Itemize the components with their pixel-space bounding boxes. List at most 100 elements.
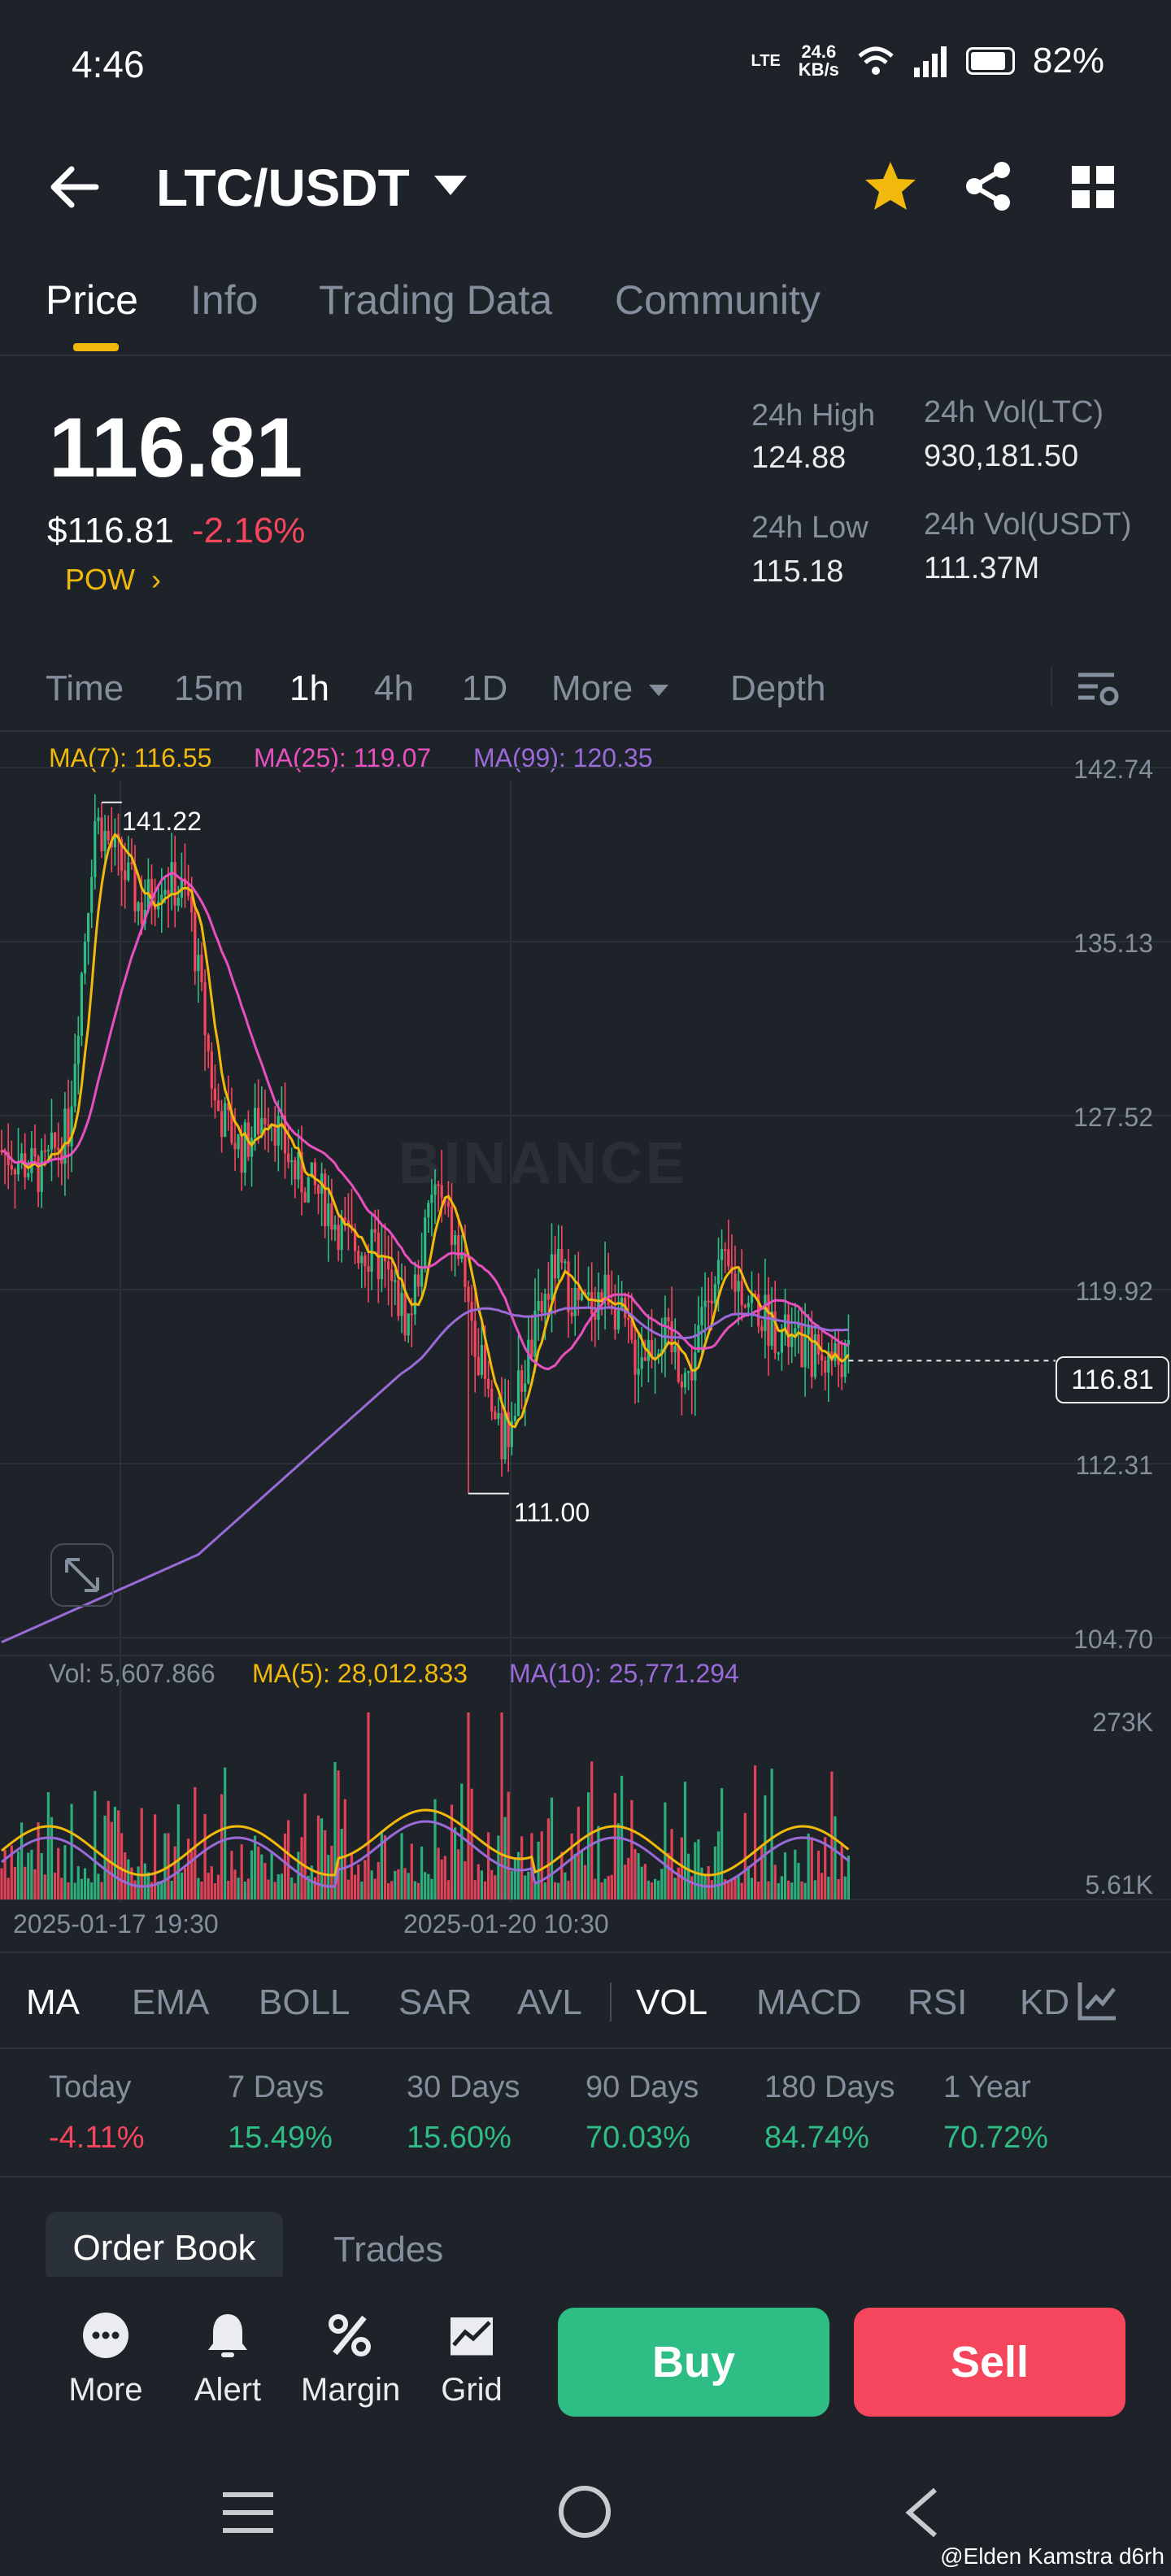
candle-body xyxy=(150,879,154,906)
candle-body xyxy=(37,1156,40,1193)
candle-body xyxy=(30,1148,33,1173)
chart-settings-icon[interactable] xyxy=(1073,664,1122,712)
tab-community[interactable]: Community xyxy=(615,277,821,323)
indicator-settings-icon[interactable] xyxy=(1073,1976,1122,2025)
grid-button[interactable]: Grid xyxy=(423,2309,520,2408)
volume-bar xyxy=(320,1818,324,1899)
tab-trades[interactable]: Trades xyxy=(333,2230,444,2269)
pair-dropdown-icon[interactable] xyxy=(434,176,467,195)
volume-bar xyxy=(780,1876,783,1899)
alert-button[interactable]: Alert xyxy=(179,2309,276,2408)
home-icon[interactable] xyxy=(556,2483,613,2540)
candle-body xyxy=(33,1148,37,1157)
candle-body xyxy=(54,1132,57,1148)
tab-trading-data[interactable]: Trading Data xyxy=(319,277,553,323)
tab-info[interactable]: Info xyxy=(190,277,259,323)
perf-value: 70.72% xyxy=(943,2121,1048,2155)
volume-bar xyxy=(530,1833,533,1899)
candle-body xyxy=(370,1229,373,1273)
volume-bar xyxy=(140,1808,143,1899)
volume-bar xyxy=(360,1881,363,1899)
volume-bar xyxy=(847,1856,850,1899)
pow-tag[interactable]: POW › xyxy=(65,563,162,596)
candle-body xyxy=(80,973,83,1036)
candle-body xyxy=(473,1321,477,1357)
interval-depth[interactable]: Depth xyxy=(730,668,826,708)
perf-label: 180 Days xyxy=(764,2070,895,2104)
favorite-star-icon[interactable] xyxy=(862,158,919,215)
volume-bar xyxy=(210,1866,213,1899)
candle-body xyxy=(821,1354,824,1361)
candle-body xyxy=(83,942,87,974)
interval-1h[interactable]: 1h xyxy=(289,668,329,708)
layout-grid-icon[interactable] xyxy=(1070,164,1116,210)
candle-body xyxy=(237,1134,240,1150)
candle-body xyxy=(537,1300,540,1311)
volume-bar xyxy=(837,1878,840,1899)
menu-icon[interactable] xyxy=(220,2488,276,2537)
more-label: More xyxy=(68,2372,143,2408)
indicator-sar[interactable]: SAR xyxy=(398,1982,472,2022)
tab-price[interactable]: Price xyxy=(46,277,138,323)
candle-body xyxy=(303,1192,307,1203)
candle-body xyxy=(7,1151,10,1165)
back-icon[interactable] xyxy=(901,2485,942,2540)
pair-title[interactable]: LTC/USDT xyxy=(156,159,410,217)
indicator-vol[interactable]: VOL xyxy=(636,1982,708,2022)
header: LTC/USDT xyxy=(0,146,1171,228)
interval-4h[interactable]: 4h xyxy=(374,668,414,708)
volume-bar xyxy=(673,1878,677,1899)
clock: 4:46 xyxy=(72,43,145,85)
candle-body xyxy=(327,1203,330,1227)
expand-chart-button[interactable] xyxy=(50,1543,114,1607)
volume-bar xyxy=(467,1712,470,1899)
indicator-rsi[interactable]: RSI xyxy=(908,1982,968,2022)
share-icon[interactable] xyxy=(960,158,1016,215)
perf-value: 84.74% xyxy=(764,2121,869,2155)
volume-bar xyxy=(490,1869,494,1899)
candle-body xyxy=(560,1249,564,1263)
interval-15m[interactable]: 15m xyxy=(174,668,244,708)
volume-bar xyxy=(594,1878,597,1899)
margin-label: Margin xyxy=(301,2372,401,2408)
volume-bar xyxy=(607,1876,610,1899)
more-button[interactable]: More xyxy=(57,2309,155,2408)
interval-more[interactable]: More xyxy=(551,668,633,708)
candle-body xyxy=(330,1203,333,1230)
volume-bar xyxy=(90,1882,94,1899)
volume-bar xyxy=(46,1792,50,1899)
volume-bar xyxy=(654,1878,657,1899)
buy-button[interactable]: Buy xyxy=(558,2308,829,2417)
volume-bar xyxy=(380,1830,383,1899)
interval-time[interactable]: Time xyxy=(46,668,124,708)
candle-body xyxy=(480,1345,483,1375)
candle-body xyxy=(503,1412,507,1460)
candle-body xyxy=(590,1291,594,1315)
back-arrow-icon[interactable] xyxy=(47,163,104,211)
volume-bar xyxy=(716,1831,720,1899)
indicator-boll[interactable]: BOLL xyxy=(259,1982,350,2022)
indicator-ma[interactable]: MA xyxy=(26,1982,80,2022)
y-axis-label: 135.13 xyxy=(1073,929,1153,958)
interval-1d[interactable]: 1D xyxy=(462,668,508,708)
volume-bar xyxy=(30,1849,33,1899)
candle-body xyxy=(224,1103,227,1138)
volume-bar xyxy=(570,1833,573,1899)
indicator-ema[interactable]: EMA xyxy=(132,1982,210,2022)
candle-body xyxy=(827,1351,830,1373)
credit-watermark: @Elden Kamstra d6rh xyxy=(940,2543,1164,2569)
margin-button[interactable]: Margin xyxy=(301,2309,401,2408)
candle-body xyxy=(373,1229,377,1234)
candle-body xyxy=(213,1088,216,1101)
sell-button[interactable]: Sell xyxy=(854,2308,1125,2417)
indicator-kd[interactable]: KD xyxy=(1020,1982,1070,2022)
price-chart[interactable] xyxy=(0,732,1171,1903)
indicator-macd[interactable]: MACD xyxy=(756,1982,862,2022)
volume-bar xyxy=(297,1852,300,1899)
indicator-avl[interactable]: AVL xyxy=(517,1982,582,2022)
candle-body xyxy=(754,1293,757,1295)
candle-body xyxy=(70,1106,73,1147)
tab-order-book[interactable]: Order Book xyxy=(46,2212,283,2283)
volume-bar xyxy=(343,1799,346,1899)
candle-body xyxy=(120,839,124,871)
